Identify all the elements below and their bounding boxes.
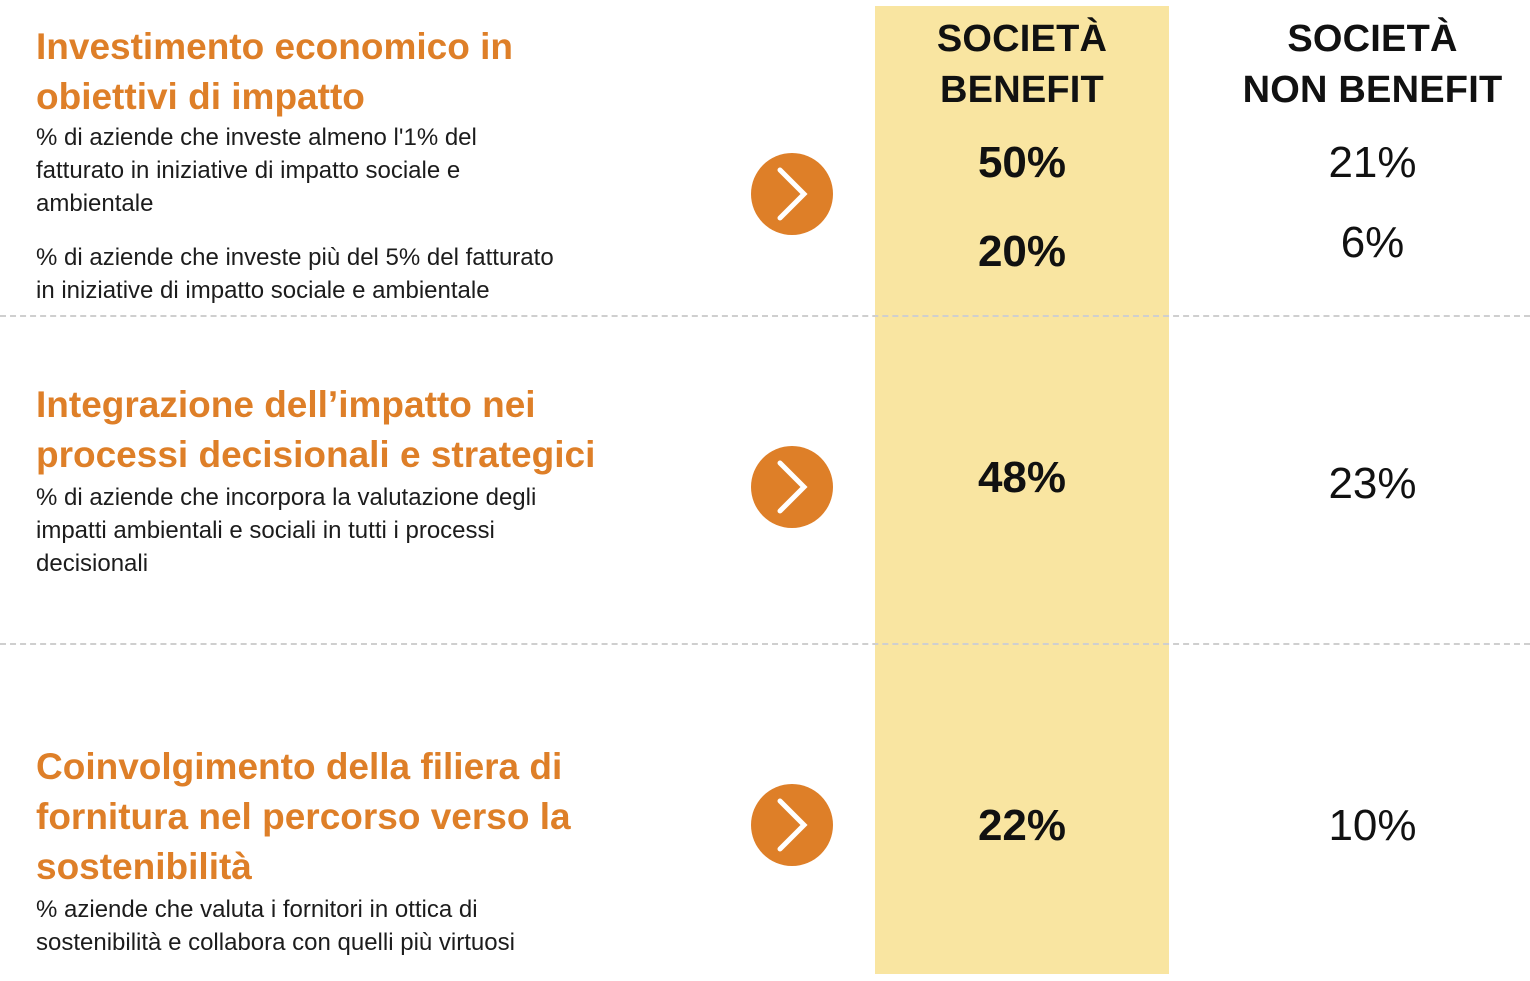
- description-line: impatti ambientali e sociali in tutti i …: [36, 517, 495, 544]
- value-benefit: 22%: [977, 801, 1067, 850]
- metric-description: % aziende che valuta i fornitori in otti…: [36, 893, 515, 959]
- section-title-line: Investimento economico in: [36, 26, 513, 67]
- column-header-benefit: SOCIETÀ BENEFIT: [875, 14, 1169, 116]
- section-title: Integrazione dell’impatto nei processi d…: [36, 380, 595, 480]
- value-non-benefit: 23%: [1328, 459, 1417, 508]
- value-benefit: 20%: [977, 227, 1067, 276]
- section-title-line: processi decisionali e strategici: [36, 434, 596, 475]
- description-line: % di aziende che investe almeno l'1% del: [36, 124, 477, 151]
- column-header-non-benefit-line2: NON BENEFIT: [1242, 69, 1503, 111]
- value-benefit: 50%: [977, 138, 1067, 187]
- description-line: ambientale: [36, 190, 154, 217]
- chevron-right-icon: [777, 167, 808, 221]
- column-header-benefit-line2: BENEFIT: [940, 69, 1104, 111]
- description-line: fatturato in iniziative di impatto socia…: [36, 157, 461, 184]
- section-divider: [0, 315, 1530, 317]
- metric-description: % di aziende che investe almeno l'1% del…: [36, 121, 477, 220]
- section-title-line: sostenibilità: [36, 846, 252, 887]
- value-benefit: 48%: [977, 453, 1067, 502]
- chevron-right-circle-icon[interactable]: [751, 784, 833, 866]
- section-title: Investimento economico in obiettivi di i…: [36, 22, 513, 122]
- section-divider: [0, 643, 1530, 645]
- column-header-non-benefit: SOCIETÀ NON BENEFIT: [1200, 14, 1530, 116]
- section-title-line: Coinvolgimento della filiera di: [36, 746, 563, 787]
- column-header-non-benefit-line1: SOCIETÀ: [1287, 18, 1458, 60]
- column-header-benefit-line1: SOCIETÀ: [936, 18, 1108, 60]
- metric-description: % di aziende che investe più del 5% del …: [36, 241, 554, 307]
- value-non-benefit: 21%: [1328, 138, 1417, 187]
- description-line: decisionali: [36, 550, 149, 577]
- metric-description: % di aziende che incorpora la valutazion…: [36, 481, 536, 580]
- chevron-right-circle-icon[interactable]: [751, 153, 833, 235]
- description-line: sostenibilità e collabora con quelli più…: [36, 929, 515, 956]
- value-non-benefit: 10%: [1328, 801, 1417, 850]
- section-title-line: Integrazione dell’impatto nei: [36, 384, 536, 425]
- value-non-benefit: 6%: [1340, 218, 1405, 267]
- section-title-line: obiettivi di impatto: [36, 76, 365, 117]
- benefit-column-highlight: [875, 6, 1169, 974]
- chevron-right-icon: [777, 798, 808, 852]
- description-line: % aziende che valuta i fornitori in otti…: [36, 896, 478, 923]
- description-line: % di aziende che investe più del 5% del …: [36, 244, 554, 271]
- section-title-line: fornitura nel percorso verso la: [36, 796, 571, 837]
- chevron-right-icon: [777, 460, 808, 514]
- chevron-right-circle-icon[interactable]: [751, 446, 833, 528]
- section-title: Coinvolgimento della filiera di fornitur…: [36, 742, 571, 892]
- description-line: % di aziende che incorpora la valutazion…: [36, 484, 537, 511]
- description-line: in iniziative di impatto sociale e ambie…: [36, 277, 490, 304]
